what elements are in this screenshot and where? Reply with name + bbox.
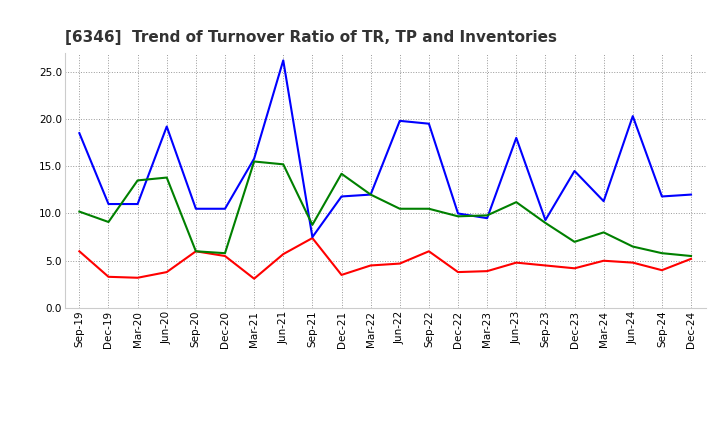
Trade Receivables xyxy=(629,260,637,265)
Trade Receivables xyxy=(512,260,521,265)
Trade Receivables xyxy=(687,256,696,261)
Trade Receivables xyxy=(541,263,550,268)
Trade Payables xyxy=(75,131,84,136)
Inventories xyxy=(454,214,462,219)
Line: Inventories: Inventories xyxy=(79,161,691,256)
Trade Payables xyxy=(192,206,200,211)
Inventories xyxy=(75,209,84,214)
Trade Payables xyxy=(687,192,696,197)
Trade Receivables xyxy=(104,274,113,279)
Trade Payables xyxy=(163,124,171,129)
Trade Receivables xyxy=(279,252,287,257)
Trade Payables xyxy=(250,156,258,161)
Trade Payables xyxy=(454,211,462,216)
Trade Receivables xyxy=(657,268,666,273)
Trade Payables xyxy=(133,202,142,207)
Trade Receivables xyxy=(454,269,462,275)
Trade Payables xyxy=(541,217,550,223)
Trade Receivables xyxy=(220,253,229,259)
Inventories xyxy=(425,206,433,211)
Inventories xyxy=(657,250,666,256)
Trade Receivables xyxy=(366,263,375,268)
Trade Receivables xyxy=(308,235,317,241)
Inventories xyxy=(541,220,550,226)
Trade Payables xyxy=(308,235,317,240)
Line: Trade Payables: Trade Payables xyxy=(79,60,691,237)
Trade Payables xyxy=(599,198,608,204)
Inventories xyxy=(483,213,492,218)
Trade Payables xyxy=(425,121,433,126)
Trade Receivables xyxy=(163,269,171,275)
Trade Payables xyxy=(337,194,346,199)
Inventories xyxy=(133,178,142,183)
Inventories xyxy=(395,206,404,211)
Trade Receivables xyxy=(133,275,142,280)
Inventories xyxy=(512,199,521,205)
Trade Payables xyxy=(366,192,375,197)
Trade Payables xyxy=(220,206,229,211)
Inventories xyxy=(220,250,229,256)
Line: Trade Receivables: Trade Receivables xyxy=(79,238,691,279)
Trade Receivables xyxy=(250,276,258,281)
Trade Payables xyxy=(512,135,521,140)
Inventories xyxy=(337,171,346,176)
Trade Payables xyxy=(483,216,492,221)
Inventories xyxy=(192,249,200,254)
Trade Payables xyxy=(395,118,404,124)
Inventories xyxy=(629,244,637,249)
Trade Payables xyxy=(657,194,666,199)
Trade Payables xyxy=(629,114,637,119)
Trade Payables xyxy=(570,169,579,174)
Inventories xyxy=(366,192,375,197)
Inventories xyxy=(687,253,696,259)
Trade Receivables xyxy=(192,249,200,254)
Trade Payables xyxy=(279,58,287,63)
Trade Payables xyxy=(104,202,113,207)
Trade Receivables xyxy=(425,249,433,254)
Trade Receivables xyxy=(75,249,84,254)
Trade Receivables xyxy=(599,258,608,264)
Inventories xyxy=(599,230,608,235)
Inventories xyxy=(570,239,579,245)
Trade Receivables xyxy=(337,272,346,278)
Text: [6346]  Trend of Turnover Ratio of TR, TP and Inventories: [6346] Trend of Turnover Ratio of TR, TP… xyxy=(65,29,557,45)
Trade Receivables xyxy=(570,266,579,271)
Inventories xyxy=(163,175,171,180)
Trade Receivables xyxy=(395,261,404,266)
Inventories xyxy=(279,161,287,167)
Inventories xyxy=(250,159,258,164)
Inventories xyxy=(308,222,317,227)
Inventories xyxy=(104,220,113,225)
Trade Receivables xyxy=(483,268,492,274)
